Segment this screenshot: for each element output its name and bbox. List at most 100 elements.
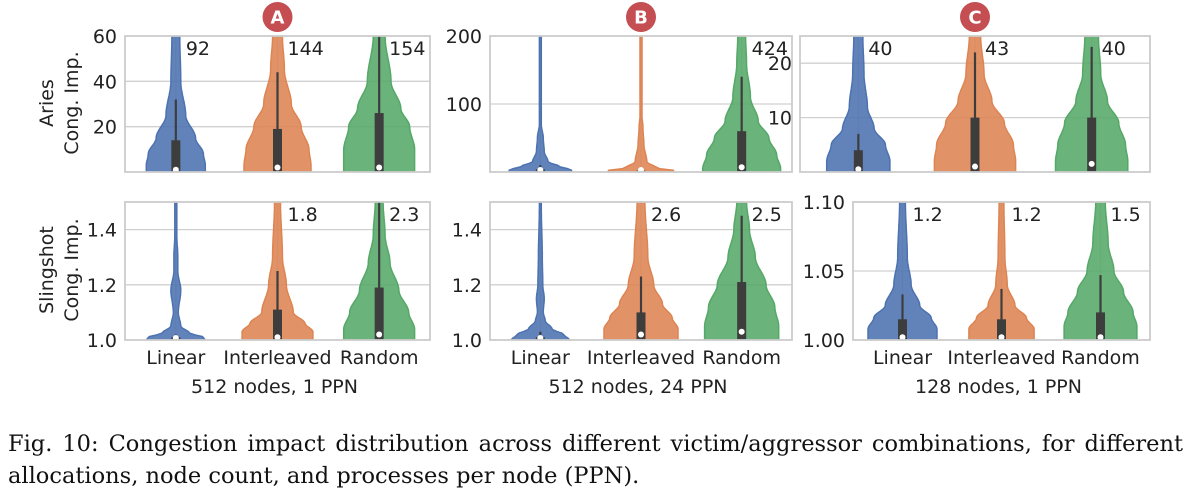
violins-group xyxy=(145,202,416,340)
iqr-box-random xyxy=(374,287,384,340)
y-tick-label: 1.2 xyxy=(452,275,482,297)
violin-interleaved xyxy=(603,202,679,340)
annotation-max-linear: 92 xyxy=(186,38,210,60)
row-label-slingshot-line1: Slingshot xyxy=(36,226,58,314)
x-tick-label-interleaved: Interleaved xyxy=(947,347,1055,369)
badge-label-c: C xyxy=(968,8,981,29)
iqr-box-random xyxy=(374,113,384,172)
badge-label-b: B xyxy=(634,8,648,29)
violin-linear xyxy=(867,202,938,340)
x-tick-label-linear: Linear xyxy=(511,347,570,369)
y-tick-label: 1.00 xyxy=(803,330,845,352)
median-dot-linear xyxy=(899,334,906,340)
iqr-box-random xyxy=(737,131,747,172)
panel-b-aries: 424 100 200 B xyxy=(446,2,793,173)
annotation-max-interleaved: 1.8 xyxy=(288,204,318,226)
annotation-max-interleaved: 2.6 xyxy=(651,204,681,226)
median-dot-linear xyxy=(537,167,544,172)
y-tick-label: 60 xyxy=(93,26,117,48)
panel-frame xyxy=(124,35,431,173)
panel-a-aries: 92 144 154 20 40 60 A xyxy=(93,2,431,173)
y-tick-label: 40 xyxy=(93,71,117,93)
row-label-aries-line1: Aries xyxy=(36,79,58,127)
panel-c-slingshot: 1.2 1.2 1.5 1.00 1.05 1.10 Linear Interleaved Ra… xyxy=(803,192,1151,398)
violins-group xyxy=(145,36,416,172)
median-dot-linear xyxy=(172,166,179,172)
annotation-max-linear: 1.2 xyxy=(913,204,943,226)
x-tick-label-random: Random xyxy=(702,347,781,369)
annotation-max-interleaved: 144 xyxy=(288,38,324,60)
y-tick-label: 1.2 xyxy=(87,275,117,297)
median-dot-interleaved xyxy=(274,334,281,340)
x-axis-label: 512 nodes, 1 PPN xyxy=(191,376,358,398)
iqr-box-linear xyxy=(898,319,907,340)
row-label-aries-line2: Cong. Imp. xyxy=(61,51,83,154)
badge-circle-b xyxy=(626,2,656,32)
panel-frame xyxy=(799,35,1151,173)
y-tick-label: 1.0 xyxy=(87,330,117,352)
iqr-box-interleaved xyxy=(636,312,646,340)
median-dot-random xyxy=(376,164,383,171)
badge-circle-a xyxy=(262,2,293,32)
iqr-box-interleaved xyxy=(273,128,282,172)
x-tick-label-random: Random xyxy=(1061,347,1140,369)
annotation-max-random: 40 xyxy=(1102,38,1126,60)
iqr-box-random xyxy=(737,282,747,340)
violins-group xyxy=(825,36,1129,172)
violin-interleaved xyxy=(968,202,1035,340)
y-tick-label: 1.4 xyxy=(87,220,117,242)
y-tick-label: 1.0 xyxy=(452,330,482,352)
panel-frame xyxy=(489,201,793,341)
panel-b-slingshot: 2.6 2.5 1.0 1.2 1.4 Linear Interleaved Random 51… xyxy=(452,201,793,398)
x-axis-label: 512 nodes, 24 PPN xyxy=(548,376,727,398)
median-dot-linear xyxy=(172,335,179,340)
x-axis-label: 128 nodes, 1 PPN xyxy=(915,376,1082,398)
median-dot-random xyxy=(738,164,745,171)
y-tick-label: 10 xyxy=(768,108,792,130)
annotation-max-random: 154 xyxy=(389,38,425,60)
iqr-box-interleaved xyxy=(997,319,1006,340)
annotation-max-random: 2.5 xyxy=(752,204,782,226)
x-tick-label-interleaved: Interleaved xyxy=(587,347,695,369)
violin-figure: 92 144 154 20 40 60 A 424 100 200 B 40 43 40 10 20 C 1.8 2… xyxy=(36,2,1151,398)
violin-linear xyxy=(825,36,891,172)
median-dot-random xyxy=(1088,160,1095,167)
violin-linear xyxy=(145,202,207,340)
violins-group xyxy=(867,202,1138,340)
annotation-max-interleaved: 1.2 xyxy=(1012,204,1042,226)
panel-frame xyxy=(852,201,1151,341)
violin-linear xyxy=(510,202,571,340)
badge-circle-c xyxy=(960,2,990,32)
iqr-box-linear xyxy=(171,140,181,172)
median-dot-linear xyxy=(855,166,862,172)
annotation-max-interleaved: 43 xyxy=(985,38,1009,60)
annotation-max-random: 2.3 xyxy=(389,204,419,226)
y-tick-label: 1.10 xyxy=(803,192,845,214)
x-tick-label-interleaved: Interleaved xyxy=(223,347,331,369)
annotation-max-random: 1.5 xyxy=(1111,204,1141,226)
violins-group xyxy=(508,36,782,172)
y-tick-label: 20 xyxy=(93,117,117,139)
median-dot-interleaved xyxy=(972,163,978,170)
median-dot-interleaved xyxy=(998,334,1005,340)
median-dot-interleaved xyxy=(274,164,281,171)
x-tick-label-linear: Linear xyxy=(873,347,932,369)
row-label-slingshot: Slingshot Cong. Imp. xyxy=(36,218,83,321)
figure-caption: Fig. 10: Congestion impact distribution … xyxy=(8,431,1183,489)
annotation-max-linear: 40 xyxy=(868,38,892,60)
violin-linear xyxy=(508,36,573,172)
median-dot-interleaved xyxy=(638,331,644,338)
badge-label-a: A xyxy=(271,8,285,29)
iqr-box-linear xyxy=(853,150,863,172)
iqr-box-random xyxy=(1096,312,1105,340)
median-dot-random xyxy=(738,328,745,335)
x-tick-label-linear: Linear xyxy=(146,347,205,369)
y-tick-label: 1.4 xyxy=(452,220,482,242)
iqr-box-interleaved xyxy=(970,117,980,172)
y-tick-label: 20 xyxy=(768,53,792,75)
y-tick-label: 100 xyxy=(446,94,482,116)
panel-frame xyxy=(124,201,431,341)
panel-frame xyxy=(489,35,793,173)
median-dot-random xyxy=(376,331,383,338)
iqr-box-random xyxy=(1087,117,1097,172)
